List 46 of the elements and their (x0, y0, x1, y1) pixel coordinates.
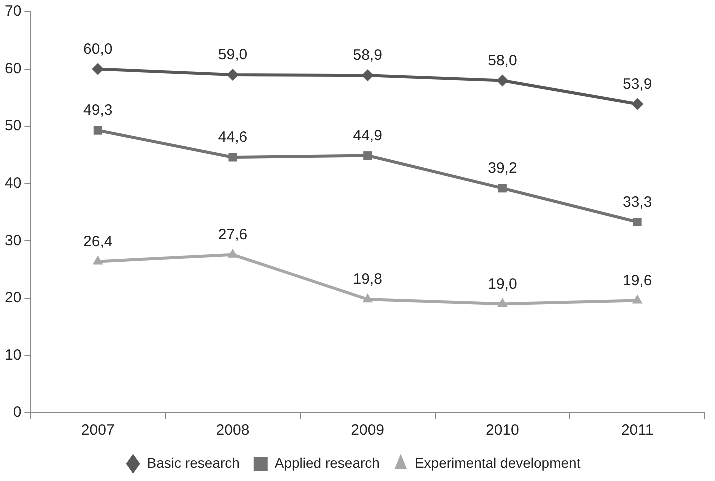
point (362, 294, 374, 303)
data-label: 19,8 (353, 271, 382, 288)
x-tick-label: 2010 (486, 422, 520, 440)
y-tick-label: 40 (4, 175, 22, 192)
point (498, 298, 508, 308)
point (498, 184, 507, 193)
data-label: 44,9 (353, 127, 382, 144)
point (362, 70, 374, 82)
point (633, 218, 642, 226)
point (632, 98, 644, 110)
legend-label: Basic research (147, 454, 240, 471)
data-label: 39,2 (488, 160, 518, 178)
point (226, 69, 239, 82)
point (632, 294, 643, 304)
x-tick-label: 2008 (216, 422, 250, 440)
point (228, 153, 238, 162)
y-tick-label: 70 (4, 3, 22, 20)
data-label: 19,6 (622, 272, 652, 290)
legend-label: Applied research (274, 454, 380, 471)
x-tick-label: 2011 (621, 422, 654, 440)
point (92, 256, 104, 265)
y-tick-label: 10 (4, 346, 22, 364)
data-label: 49,3 (84, 102, 113, 120)
x-tick-label: 2009 (351, 422, 385, 440)
data-label: 58,0 (488, 52, 518, 70)
point (496, 74, 509, 87)
point (92, 63, 104, 76)
data-label: 60,0 (84, 40, 113, 58)
y-tick-label: 50 (4, 118, 22, 135)
data-label: 27,6 (218, 226, 248, 244)
y-tick-label: 60 (4, 60, 22, 78)
point (94, 126, 102, 135)
legend-label: Experimental development (414, 454, 581, 471)
data-label: 19,0 (488, 276, 518, 293)
data-label: 53,9 (622, 76, 652, 93)
data-label: 58,9 (353, 47, 382, 64)
data-label: 26,4 (84, 233, 113, 250)
y-tick-label: 0 (13, 404, 22, 422)
x-tick-label: 2007 (81, 422, 115, 440)
data-label: 44,6 (218, 129, 248, 146)
data-label: 33,3 (622, 194, 652, 211)
point (228, 248, 238, 258)
data-label: 59,0 (218, 46, 248, 64)
y-tick-label: 20 (4, 290, 22, 307)
point (364, 152, 372, 160)
y-tick-label: 30 (4, 232, 22, 250)
